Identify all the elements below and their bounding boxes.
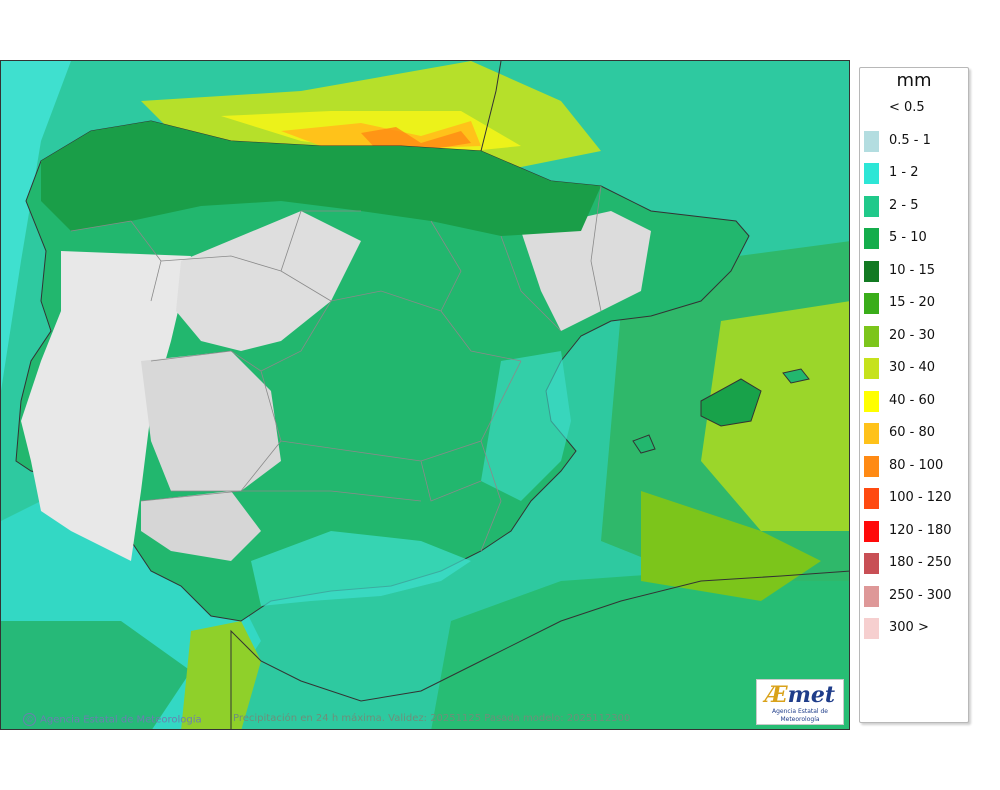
- legend-label: 30 - 40: [889, 360, 936, 375]
- rain-band-cantabric-max: [361, 127, 471, 151]
- mallorca: [700, 378, 762, 427]
- logo-mark-ae: Æ: [764, 682, 788, 708]
- legend-item: 5 - 10: [864, 226, 968, 251]
- lime-field-southeast: [641, 491, 821, 601]
- logo-mark-met: met: [787, 682, 836, 708]
- legend-swatch: [864, 553, 879, 574]
- legend-swatch: [864, 260, 879, 282]
- legend-label: 1 - 2: [889, 165, 919, 180]
- legend-swatch: [864, 195, 879, 217]
- legend-label: 120 - 180: [889, 522, 952, 538]
- legend-item: 180 - 250: [864, 551, 968, 576]
- legend-item: < 0.5: [864, 96, 968, 121]
- legend-item: 1 - 2: [864, 161, 968, 186]
- france-border: [480, 61, 502, 152]
- legend-label: 10 - 15: [889, 262, 936, 278]
- legend-item: 10 - 15: [864, 259, 968, 284]
- aemet-logo-mark: Æmet: [757, 682, 843, 708]
- legend-swatch: [864, 390, 879, 412]
- legend-swatch: [864, 358, 879, 379]
- legend-label: 0.5 - 1: [889, 132, 931, 148]
- legend-item: 300 >: [864, 616, 968, 641]
- legend-item: 100 - 120: [864, 486, 968, 511]
- legend-label: 300 >: [889, 620, 929, 635]
- legend-item: 120 - 180: [864, 519, 968, 544]
- aemet-logo-subtitle: Agencia Estatal de Meteorología: [771, 708, 828, 723]
- legend-label: 15 - 20: [889, 295, 936, 310]
- legend-item: 30 - 40: [864, 356, 968, 381]
- meseta-light-area: [176, 211, 361, 351]
- legend-label: 60 - 80: [889, 425, 936, 440]
- legend-swatch: [864, 130, 879, 152]
- legend-swatch: [864, 585, 879, 607]
- copyright-icon: ©: [23, 713, 36, 726]
- east-coast-cyan: [481, 351, 571, 501]
- validity-caption: Precipitación en 24 h máxima. Validez: 2…: [233, 713, 631, 724]
- legend-label: 40 - 60: [889, 392, 936, 408]
- legend-swatch: [864, 488, 879, 509]
- legend-label: 100 - 120: [889, 490, 952, 505]
- legend-item: 2 - 5: [864, 194, 968, 219]
- legend-item: 250 - 300: [864, 584, 968, 609]
- legend-swatch: [864, 325, 879, 347]
- legend-item: 0.5 - 1: [864, 129, 968, 154]
- north-coast-green: [41, 121, 601, 236]
- cyan-field-west: [1, 61, 71, 391]
- legend-label: 80 - 100: [889, 457, 944, 473]
- andalusia-light-area: [141, 491, 261, 561]
- legend-item: 15 - 20: [864, 291, 968, 316]
- legend-swatch: [864, 520, 879, 542]
- lime-field-east: [701, 301, 849, 531]
- ebro-light-area: [521, 211, 651, 331]
- legend-item: 20 - 30: [864, 324, 968, 349]
- precipitation-map: © Agencia Estatal de Meteorología Precipi…: [0, 60, 850, 730]
- map-canvas: [1, 61, 849, 729]
- legend: mm < 0.5 0.5 - 1 1 - 2 2 - 5 5 - 10 10 - 15 15…: [859, 67, 969, 723]
- portugal-light-area: [21, 251, 191, 561]
- extremadura-light-area: [141, 351, 281, 491]
- legend-label: 250 - 300: [889, 587, 952, 603]
- north-africa-coast: [230, 570, 849, 729]
- green-field-southeast: [431, 571, 849, 729]
- menorca: [782, 368, 810, 384]
- legend-swatch: [864, 228, 879, 249]
- legend-swatch: [864, 455, 879, 477]
- south-coast-cyan: [251, 531, 471, 606]
- legend-label: 5 - 10: [889, 230, 927, 245]
- ibiza: [632, 434, 656, 454]
- legend-item: 60 - 80: [864, 421, 968, 446]
- agency-credit: © Agencia Estatal de Meteorología: [23, 713, 202, 726]
- lime-field-strait: [181, 621, 261, 729]
- region-borders: [70, 185, 602, 552]
- green-field-south: [1, 621, 191, 729]
- legend-unit: mm: [896, 70, 932, 91]
- legend-swatch: [864, 423, 879, 444]
- legend-swatch: [864, 618, 879, 639]
- legend-item: 40 - 60: [864, 389, 968, 414]
- legend-label: 180 - 250: [889, 555, 952, 570]
- legend-swatch: [864, 163, 879, 184]
- legend-label: 2 - 5: [889, 197, 919, 213]
- agency-credit-text: Agencia Estatal de Meteorología: [40, 714, 202, 726]
- aemet-logo: Æmet Agencia Estatal de Meteorología: [756, 679, 844, 725]
- legend-swatch: [864, 293, 879, 314]
- legend-item: 80 - 100: [864, 454, 968, 479]
- legend-label: < 0.5: [889, 100, 925, 115]
- legend-label: 20 - 30: [889, 327, 936, 343]
